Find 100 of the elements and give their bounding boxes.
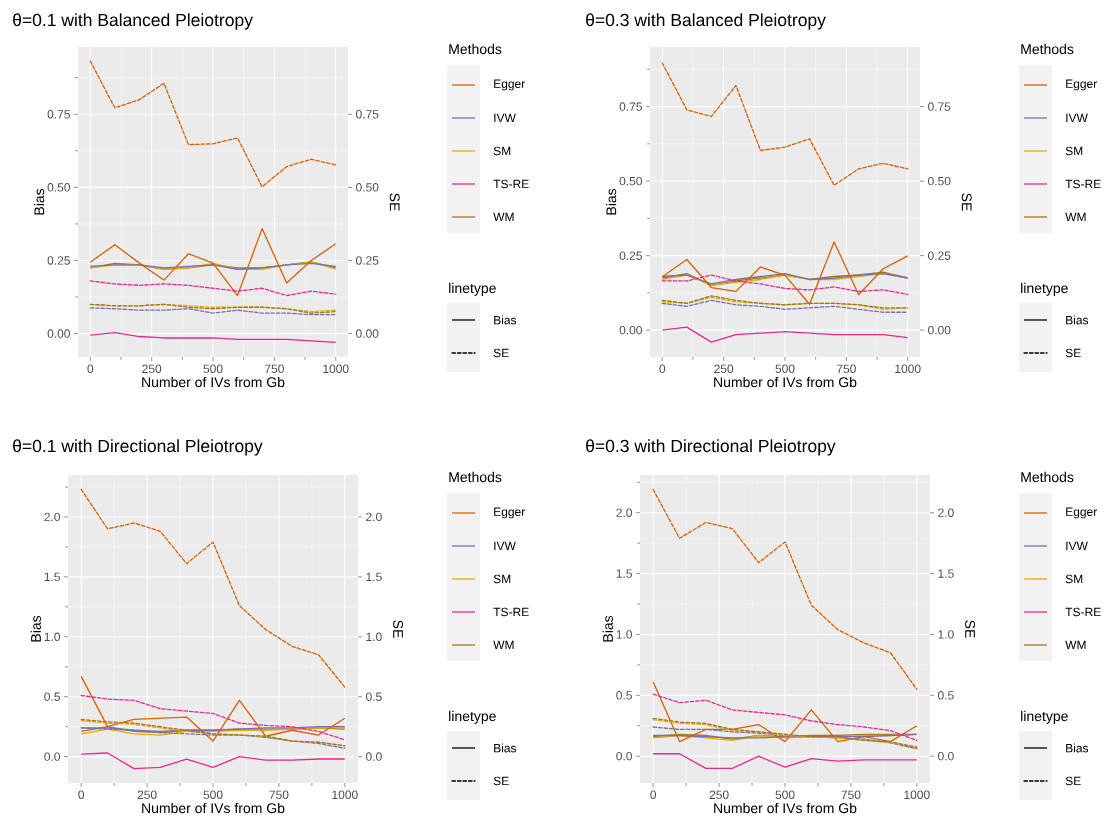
text: linetype — [449, 710, 496, 724]
y2-tick-label: 1.0 — [938, 630, 954, 639]
x-tick-label: 0 — [87, 364, 94, 374]
y-axis-title: Bias — [30, 615, 41, 642]
legend-label: TS-RE — [1065, 607, 1101, 617]
legend-label: Egger — [1066, 507, 1098, 519]
y-tick-label: 0.00 — [619, 325, 643, 335]
x-tick-label: 500 — [203, 790, 223, 800]
x-tick-label: 0 — [659, 364, 666, 374]
y2-tick-label: 1.0 — [366, 632, 382, 642]
x-axis-title: Number of IVs from Gb — [714, 802, 857, 814]
y2-tick-label: 2.0 — [366, 512, 382, 522]
legend-label: Egger — [494, 79, 526, 91]
legend-label: TS-RE — [493, 607, 529, 617]
text: linetype — [449, 282, 496, 296]
y-tick-label: 0.00 — [47, 329, 71, 338]
x-tick-label: 500 — [775, 790, 795, 800]
text: linetype — [1021, 282, 1068, 296]
legend-label: TS-RE — [1065, 179, 1101, 189]
y2-tick-label: 1.5 — [366, 572, 382, 582]
text: SE — [1065, 776, 1081, 786]
legend-label: IVW — [1066, 541, 1088, 551]
y-tick-label: 0.5 — [616, 691, 632, 700]
y-tick-label: 0.25 — [47, 256, 70, 265]
y-tick-label: 2.0 — [44, 512, 61, 522]
x-tick-label: 250 — [709, 790, 729, 800]
y2-tick-label: 0.50 — [356, 183, 379, 192]
x-tick-label: 250 — [714, 364, 734, 374]
y2-tick-label: 0.00 — [928, 325, 951, 335]
y-tick-label: 0.75 — [47, 110, 70, 119]
text: SE — [493, 776, 509, 786]
y-tick-label: 0.0 — [616, 751, 633, 761]
x-tick-label: 750 — [841, 790, 861, 800]
legend-label: TS-RE — [493, 179, 529, 189]
x-tick-label: 500 — [775, 364, 795, 374]
legend-label: IVW — [494, 541, 516, 551]
x-tick-label: 250 — [137, 790, 157, 800]
y2-tick-label: 0.0 — [366, 752, 382, 761]
legend-title: Methods — [449, 471, 502, 483]
x-tick-label: 750 — [836, 364, 856, 374]
x-tick-label: 1000 — [332, 790, 358, 800]
legend-title: Methods — [1021, 43, 1074, 55]
text: Bias — [1066, 743, 1089, 753]
legend-label: WM — [1065, 212, 1086, 222]
legend-label: SM — [493, 574, 511, 584]
y-tick-label: 0.5 — [44, 692, 60, 701]
text: SE — [493, 348, 509, 358]
text: Bias — [494, 743, 517, 753]
y2-tick-label: 2.0 — [938, 508, 954, 517]
y2-tick-label: 0.50 — [928, 176, 951, 186]
legend-label: SM — [1065, 574, 1083, 584]
legend-label: Egger — [1066, 79, 1098, 91]
text: SE — [1065, 348, 1081, 358]
y2-tick-label: 0.5 — [366, 692, 382, 701]
y-tick-label: 2.0 — [616, 508, 633, 517]
y2-tick-label: 1.5 — [938, 569, 954, 578]
x-tick-label: 250 — [142, 364, 162, 374]
chart-title: θ=0.1 with Directional Pleiotropy — [13, 439, 263, 456]
legend-label: IVW — [494, 113, 516, 123]
y-tick-label: 0.50 — [619, 176, 643, 186]
legend-label: WM — [1065, 640, 1086, 650]
y2-tick-label: 0.25 — [356, 256, 379, 265]
y2-tick-label: 0.75 — [928, 102, 951, 111]
legend-label: WM — [493, 640, 514, 650]
y2-tick-label: 0.5 — [938, 691, 954, 700]
y-tick-label: 0.50 — [47, 183, 71, 192]
y-tick-label: 0.75 — [619, 102, 642, 111]
y-tick-label: 0.25 — [619, 251, 642, 260]
legend-label: Egger — [494, 507, 526, 519]
y2-axis-title: SE — [961, 193, 972, 211]
y-tick-label: 1.0 — [616, 630, 633, 639]
x-tick-label: 0 — [650, 790, 657, 800]
legend-title: Methods — [1021, 471, 1074, 483]
x-tick-label: 750 — [269, 790, 289, 800]
chart-title: θ=0.3 with Balanced Pleiotropy — [586, 13, 826, 30]
y-axis-title: Bias — [33, 188, 45, 215]
y2-tick-label: 0.75 — [356, 110, 379, 119]
text: Bias — [494, 315, 517, 325]
x-axis-title: Number of IVs from Gb — [142, 802, 285, 814]
y-axis-title: Bias — [605, 188, 617, 215]
legend-label: WM — [493, 212, 514, 222]
y2-tick-label: 0.00 — [356, 329, 379, 338]
y2-axis-title: SE — [393, 620, 404, 638]
text: linetype — [1021, 710, 1068, 724]
y2-axis-title: SE — [389, 193, 400, 211]
legend-label: SM — [1065, 146, 1083, 156]
legend-label: IVW — [1066, 113, 1088, 123]
y2-tick-label: 0.0 — [938, 751, 954, 761]
x-tick-label: 1000 — [323, 364, 349, 374]
x-axis-title: Number of IVs from Gb — [714, 376, 857, 388]
legend-title: Methods — [449, 43, 502, 55]
chart-title: θ=0.1 with Balanced Pleiotropy — [13, 13, 253, 30]
y-tick-label: 0.0 — [44, 752, 61, 761]
x-tick-label: 1000 — [904, 790, 930, 800]
y2-axis-title: SE — [965, 620, 976, 638]
x-axis-title: Number of IVs from Gb — [142, 376, 285, 388]
y-tick-label: 1.5 — [44, 572, 60, 582]
chart-title: θ=0.3 with Directional Pleiotropy — [586, 439, 836, 456]
x-tick-label: 500 — [203, 364, 223, 374]
x-tick-label: 750 — [264, 364, 284, 374]
